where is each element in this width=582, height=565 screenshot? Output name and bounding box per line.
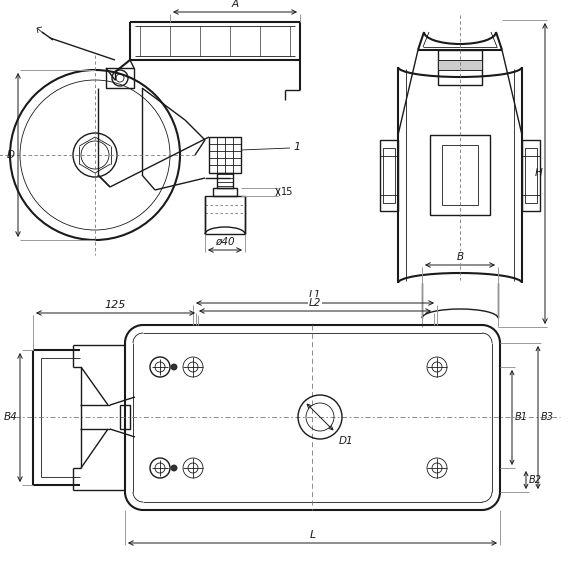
Text: 1: 1 [293,142,300,152]
Bar [209,137,241,173]
Bar [525,148,537,203]
Bar [205,196,245,234]
Text: D1: D1 [339,436,353,446]
Text: B3: B3 [541,412,554,423]
Bar [383,148,395,203]
Text: L2: L2 [309,298,321,308]
Text: 15: 15 [281,187,293,197]
Text: H: H [534,168,542,179]
Bar [120,405,130,429]
Text: A: A [232,0,239,9]
Text: D: D [7,150,15,160]
Text: L1: L1 [309,290,321,300]
Bar [217,173,233,188]
Circle shape [171,465,177,471]
Text: B2: B2 [529,475,542,485]
Bar [380,140,398,211]
Text: B: B [456,252,463,262]
Bar [442,145,478,205]
Text: B4: B4 [3,412,17,423]
Circle shape [171,364,177,370]
Text: B1: B1 [515,412,528,423]
Bar [438,50,482,85]
Text: 125: 125 [105,300,126,310]
Bar [213,188,237,196]
Text: L: L [310,530,315,540]
Bar [106,68,134,88]
Text: ø40: ø40 [215,237,235,247]
Bar [522,140,540,211]
Bar [438,60,482,70]
Bar [430,135,490,215]
